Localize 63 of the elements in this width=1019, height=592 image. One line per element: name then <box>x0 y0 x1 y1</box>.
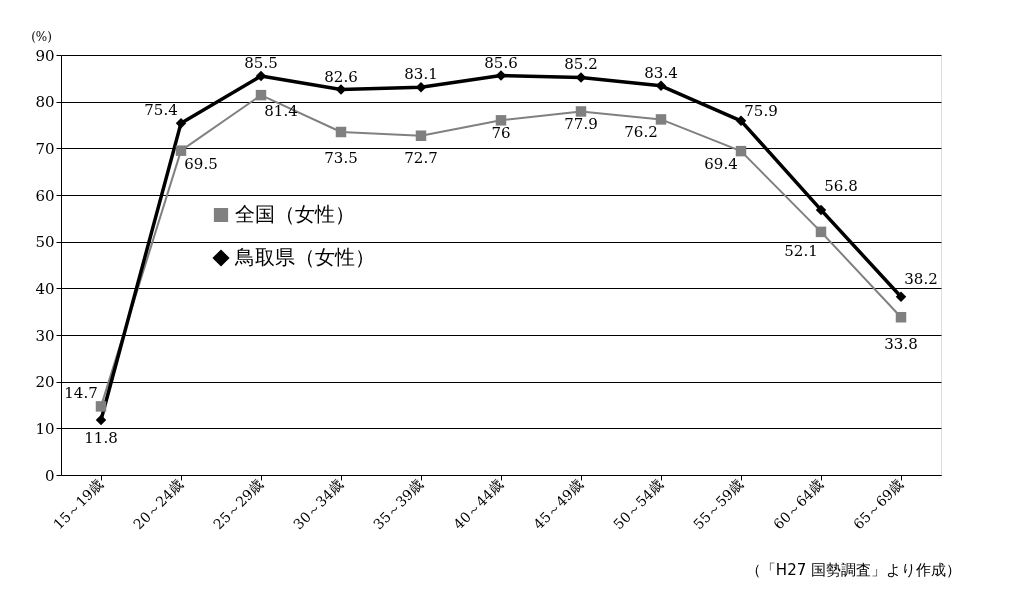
y-tick-label: 80 <box>35 93 55 112</box>
point <box>95 414 107 426</box>
y-tick-label: 40 <box>35 279 55 298</box>
x-tick-label: 60～64歳 <box>770 476 827 533</box>
point <box>575 106 587 117</box>
y-tick-label: 60 <box>35 186 55 205</box>
data-label: 72.7 <box>404 148 438 167</box>
x-tick-label: 40～44歳 <box>450 476 507 533</box>
point <box>735 115 747 127</box>
point <box>495 115 507 126</box>
data-label: 85.6 <box>484 53 518 72</box>
x-tick-label: 45～49歳 <box>530 476 587 533</box>
x-tick-label: 30～34歳 <box>290 476 347 533</box>
y-axis-title: (%) <box>31 29 52 44</box>
y-tick-label: 90 <box>35 46 55 65</box>
y-tick-label: 30 <box>35 326 55 345</box>
data-label: 73.5 <box>324 149 358 167</box>
point <box>895 291 907 302</box>
point <box>735 145 747 157</box>
legend-label: 鳥取県（女性） <box>234 245 375 269</box>
x-tick-label: 55～59歳 <box>690 476 747 533</box>
point <box>895 312 907 323</box>
x-tick-label: 50～54歳 <box>610 476 667 533</box>
y-tick-label: 20 <box>35 373 55 392</box>
point <box>655 114 667 125</box>
point <box>95 401 107 412</box>
x-tick-label: 65～69歳 <box>850 476 907 533</box>
data-label: 83.1 <box>404 65 438 84</box>
data-label: 11.8 <box>84 428 118 447</box>
point <box>415 130 427 141</box>
text: （「H27 国勢調査」より作成） <box>745 561 961 579</box>
data-label: 33.8 <box>884 335 918 354</box>
data-label: 81.4 <box>264 102 298 121</box>
data-label: 69.4 <box>704 155 738 174</box>
data-label: 56.8 <box>824 176 858 195</box>
data-label: 14.7 <box>64 384 98 403</box>
point <box>815 204 827 216</box>
point <box>175 145 187 156</box>
y-tick-label: 0 <box>44 466 55 485</box>
data-label: 38.2 <box>904 269 938 288</box>
x-tick-label: 25～29歳 <box>210 476 267 533</box>
legend-label: 全国（女性） <box>235 202 355 226</box>
data-label: 77.9 <box>564 115 598 134</box>
y-tick-label: 70 <box>35 139 55 158</box>
data-label: 75.4 <box>144 101 178 120</box>
point <box>815 226 827 238</box>
data-label: 83.4 <box>644 63 678 82</box>
data-label: 76.2 <box>624 123 658 142</box>
point <box>175 117 187 129</box>
data-label: 52.1 <box>784 241 818 260</box>
data-label: 69.5 <box>184 154 218 173</box>
x-tick-label: 20～24歳 <box>130 476 187 533</box>
data-label: 82.6 <box>324 67 358 86</box>
y-tick-label: 10 <box>35 419 55 438</box>
data-label: 75.9 <box>744 101 778 120</box>
point <box>335 126 347 138</box>
point <box>255 89 267 101</box>
y-tick-label: 50 <box>35 233 55 252</box>
point <box>255 70 267 82</box>
data-label: 85.5 <box>244 54 278 72</box>
data-label: 85.2 <box>564 55 598 74</box>
data-label: 76 <box>491 124 511 143</box>
x-tick-label: 35～39歳 <box>370 476 427 533</box>
